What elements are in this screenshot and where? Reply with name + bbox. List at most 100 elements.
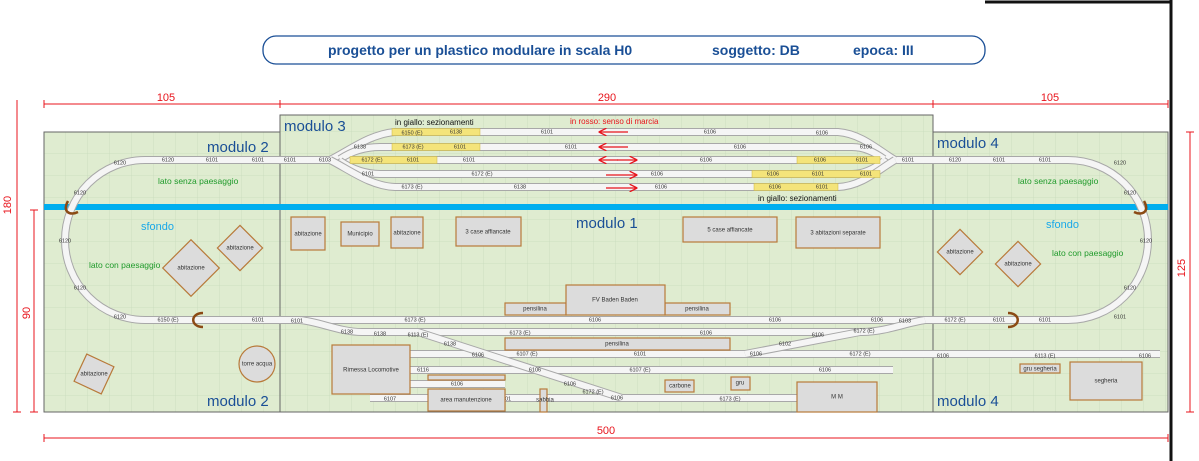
track-piece-label: 6101	[284, 157, 296, 163]
module-4-label-top: modulo 4	[937, 135, 999, 152]
track-piece-label: 6106	[655, 184, 667, 190]
track-piece-label: 6172 (E)	[849, 351, 870, 357]
track-piece-label: 6120	[74, 285, 86, 291]
sawmill-crane: gru segheria	[1023, 367, 1057, 373]
track-piece-label: 6173 (E)	[509, 330, 530, 336]
title-box: progetto per un plastico modulare in sca…	[262, 35, 986, 65]
track-piece-label: 6101	[252, 317, 264, 323]
track-piece-label: 6106	[611, 395, 623, 401]
track-piece-label: 6106	[812, 332, 824, 338]
building-abitazione: abitazione	[393, 231, 421, 237]
track-piece-label: 6101	[565, 144, 577, 150]
module-2-label-top: modulo 2	[207, 139, 269, 156]
building-abitazione: abitazione	[1004, 262, 1032, 268]
track-segment	[417, 329, 623, 401]
track-piece-label: 6101	[856, 157, 868, 163]
track-piece-label: 6101	[902, 157, 914, 163]
track-piece-label: 6173 (E)	[404, 317, 425, 323]
track-piece-label: 6120	[1124, 190, 1136, 196]
dim-total-width: 500	[597, 425, 615, 437]
loco-shed: Rimessa Locomotive	[343, 368, 399, 374]
track-piece-label: 6101	[463, 157, 475, 163]
track-piece-label: 6103	[899, 318, 911, 324]
track-piece-label: 6101	[860, 171, 872, 177]
track-piece-label: 6101	[816, 184, 828, 190]
track-piece-label: 6106	[860, 144, 872, 150]
module-4-label-bottom: modulo 4	[937, 393, 999, 410]
coal-depot: carbone	[669, 384, 691, 390]
dim-left-width: 105	[157, 92, 175, 104]
module-1-label: modulo 1	[576, 215, 638, 232]
track-piece-label: 6106	[529, 367, 541, 373]
track-piece-label: 6106	[1139, 353, 1151, 359]
track-piece-label: 6172 (E)	[853, 328, 874, 334]
section-segment	[391, 143, 481, 151]
track-piece-label: 6106	[589, 317, 601, 323]
track-piece-label: 6120	[162, 157, 174, 163]
building-5-case: 5 case affiancate	[707, 228, 753, 234]
dimension-lines	[13, 100, 1194, 442]
canopy: pensilina	[523, 307, 547, 313]
building-abitazione: abitazione	[80, 372, 108, 378]
track-piece-label: 6106	[734, 144, 746, 150]
title-subject: soggetto: DB	[712, 42, 800, 58]
module-2-label-bottom: modulo 2	[207, 393, 269, 410]
section-segment	[753, 183, 839, 191]
sand-depot: sabbia	[536, 398, 554, 404]
direction-arrows	[600, 132, 636, 188]
dim-total-depth: 180	[2, 196, 14, 214]
track-piece-label: 6113 (E)	[1035, 353, 1056, 359]
track-piece-label: 6138	[354, 144, 366, 150]
track-piece-label: 6101	[1039, 317, 1051, 323]
track-piece-label: 6173 (E)	[402, 144, 423, 150]
track-piece-label: 6120	[59, 238, 71, 244]
track-piece-label: 6138	[341, 329, 353, 335]
track-piece-label: 6106	[651, 171, 663, 177]
buffer-stop-icon	[1133, 200, 1148, 215]
track-piece-label: 6101	[812, 171, 824, 177]
track-piece-label: 6106	[750, 351, 762, 357]
track-piece-label: 6106	[814, 157, 826, 163]
track-piece-label: 6173 (E)	[401, 184, 422, 190]
track-piece-label: 6120	[949, 157, 961, 163]
buffer-stop-icon	[64, 200, 79, 215]
water-tower: torre acqua	[242, 362, 273, 368]
track-piece-label: 6106	[451, 381, 463, 387]
track-piece-label: 6101	[1114, 314, 1126, 320]
track-piece-label: 6138	[374, 331, 386, 337]
track-piece-label: 6106	[871, 317, 883, 323]
track-piece-label: 6101	[252, 157, 264, 163]
scenery-left: lato con paesaggio	[89, 260, 161, 270]
track-piece-label: 6107 (E)	[629, 367, 650, 373]
section-segment	[796, 156, 881, 164]
track-piece-label: 6172 (E)	[582, 389, 603, 395]
track-piece-label: 6106	[819, 367, 831, 373]
track-piece-label: 6102	[779, 341, 791, 347]
module-3-label: modulo 3	[284, 118, 346, 135]
dim-right-width: 105	[1041, 92, 1059, 104]
track-piece-label: 6106	[767, 171, 779, 177]
track-piece-label: 6103	[319, 157, 331, 163]
track-piece-label: 6106	[472, 352, 484, 358]
building-abitazione: abitazione	[226, 246, 254, 252]
building-3-case: 3 case affiancate	[465, 230, 511, 236]
track-segment	[62, 157, 1151, 323]
track-piece-label: 6106	[700, 330, 712, 336]
maintenance-area: area manutenzione	[440, 398, 492, 404]
canopy: pensilina	[605, 342, 629, 348]
track-piece-label: 6113 (E)	[408, 332, 429, 338]
building-3-abitazioni: 3 abitazioni separate	[810, 231, 866, 237]
track-piece-label: 6120	[1140, 238, 1152, 244]
crane: gru	[736, 381, 745, 387]
track-piece-label: 6101	[993, 317, 1005, 323]
track-piece-label: 6101	[291, 318, 303, 324]
building-abitazione: abitazione	[294, 232, 322, 238]
building-abitazione: abitazione	[946, 250, 974, 256]
building-municipio: Municipio	[347, 232, 373, 238]
track-piece-label: 6138	[444, 341, 456, 347]
building-abitazione: abitazione	[177, 266, 205, 272]
buildings: abitazione Municipio abitazione 3 case a…	[73, 216, 1143, 413]
track-piece-label: 6106	[937, 353, 949, 359]
track-piece-label: 6101	[454, 144, 466, 150]
